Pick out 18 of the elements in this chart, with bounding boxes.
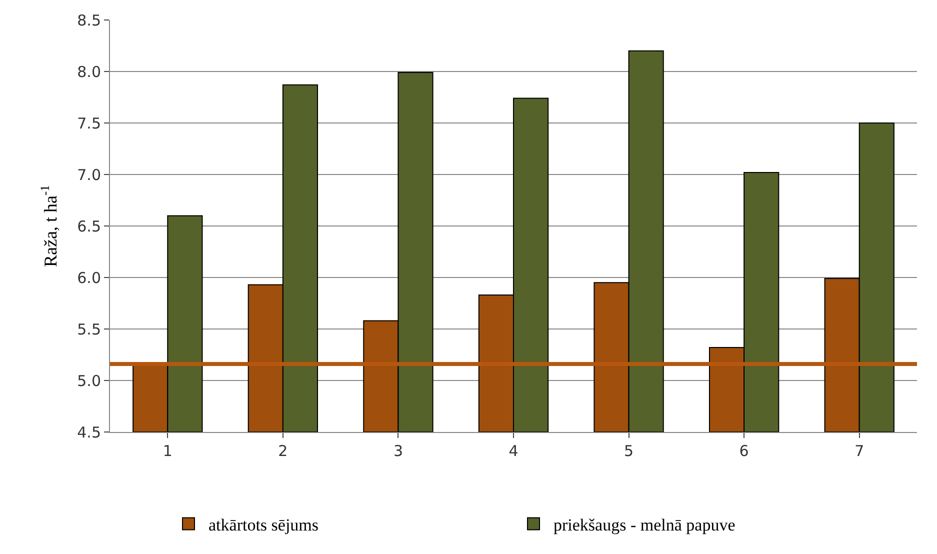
y-tick-label: 7.5 (77, 114, 101, 132)
x-tick-label: 1 (162, 442, 172, 460)
x-tick-label: 7 (854, 442, 864, 460)
x-tick-label: 4 (508, 442, 518, 460)
y-tick-label: 6.5 (77, 217, 101, 236)
y-tick-label: 8.0 (77, 62, 101, 81)
x-tick-label: 5 (624, 442, 634, 460)
x-tick-label: 2 (278, 442, 288, 460)
x-tick-label: 3 (393, 442, 403, 460)
y-tick-label: 5.0 (77, 372, 101, 390)
x-tick-label: 6 (739, 442, 749, 460)
y-tick-label: 8.5 (77, 11, 101, 30)
y-tick-label: 6.0 (77, 268, 101, 287)
y-tick-label: 5.5 (77, 320, 101, 338)
y-tick-label: 7.0 (77, 166, 101, 184)
legend-label: priekšaugs - melnā papuve (554, 515, 736, 534)
legend-label: atkārtots sējums (208, 515, 319, 534)
y-tick-label: 4.5 (77, 423, 101, 442)
